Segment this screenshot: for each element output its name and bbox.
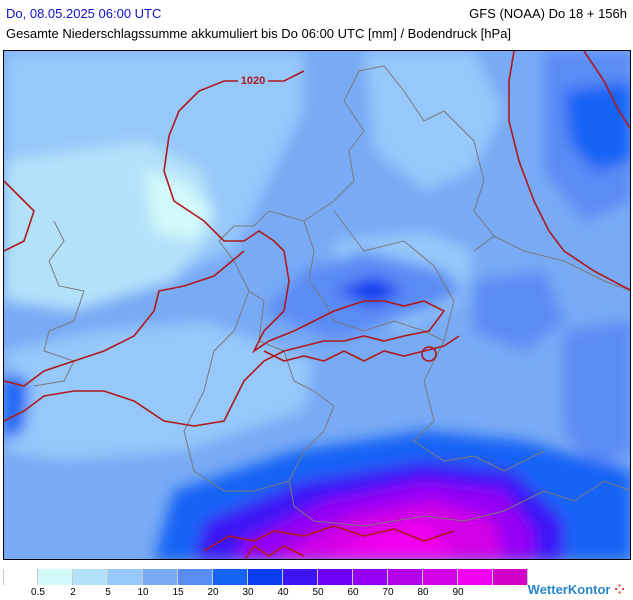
- legend-tick-label: 70: [382, 587, 394, 598]
- legend-swatch: [73, 569, 108, 585]
- isobar-east: [508, 51, 630, 291]
- isobar-south: [203, 525, 455, 552]
- legend-swatch: [458, 569, 493, 585]
- legend-tick-label: 50: [312, 587, 324, 598]
- legend-swatch: [38, 569, 73, 585]
- alps-border: [503, 480, 630, 512]
- legend-tick-label: 80: [417, 587, 429, 598]
- legend-tick-label: 0.5: [31, 587, 45, 598]
- legend-swatch: [3, 569, 38, 585]
- map-canvas: 1020: [4, 51, 630, 559]
- legend-tick-label: 90: [452, 587, 464, 598]
- country-borders: [33, 65, 630, 527]
- model-run: GFS (NOAA) Do 18 + 156h: [469, 6, 627, 21]
- precipitation-map: 1020: [3, 50, 631, 560]
- poland-border: [493, 235, 630, 291]
- map-subtitle: Gesamte Niederschlagssumme akkumuliert b…: [6, 26, 512, 41]
- legend-swatch: [143, 569, 178, 585]
- legend-tick-label: 20: [207, 587, 219, 598]
- legend-swatch: [388, 569, 423, 585]
- france-border: [183, 290, 290, 492]
- legend-swatch: [423, 569, 458, 585]
- isobar-label: 1020: [241, 75, 265, 87]
- inner-border: [303, 220, 445, 342]
- map-date: Do, 08.05.2025 06:00 UTC: [6, 6, 162, 21]
- isobars: [4, 51, 630, 559]
- legend-tick-label: 2: [70, 587, 76, 598]
- precip-field: [4, 51, 630, 559]
- isobar-1020: [4, 70, 446, 427]
- isobar-south-inner: [244, 544, 305, 559]
- isobar-northeast: [583, 51, 630, 130]
- brand-dots-icon: ⁘: [614, 582, 625, 597]
- isobar-closed-low: [421, 346, 437, 362]
- isobar-center: [263, 335, 460, 362]
- legend-tick-label: 10: [137, 587, 149, 598]
- isobar-far-west: [4, 180, 35, 252]
- legend-swatch: [353, 569, 388, 585]
- british-coastline: [33, 220, 85, 387]
- brand-name: WetterKontor: [527, 582, 611, 597]
- isobar-label-box: [238, 74, 268, 87]
- legend-swatch: [108, 569, 143, 585]
- germany-west-border: [218, 240, 505, 527]
- legend-tick-label: 40: [277, 587, 289, 598]
- legend-swatch: [213, 569, 248, 585]
- legend-tick-label: 60: [347, 587, 359, 598]
- germany-east-border: [333, 210, 545, 472]
- precip-legend: [3, 569, 528, 585]
- legend-swatch: [283, 569, 318, 585]
- legend-swatch: [318, 569, 353, 585]
- legend-tick-label: 5: [105, 587, 111, 598]
- legend-swatch: [178, 569, 213, 585]
- wetterkontor-logo: WetterKontor ⁘: [528, 582, 625, 598]
- north-coastline: [218, 65, 495, 252]
- legend-swatch: [248, 569, 283, 585]
- isobar-west: [4, 250, 245, 387]
- legend-tick-label: 15: [172, 587, 184, 598]
- legend-swatch: [493, 569, 528, 585]
- legend-tick-label: 30: [242, 587, 254, 598]
